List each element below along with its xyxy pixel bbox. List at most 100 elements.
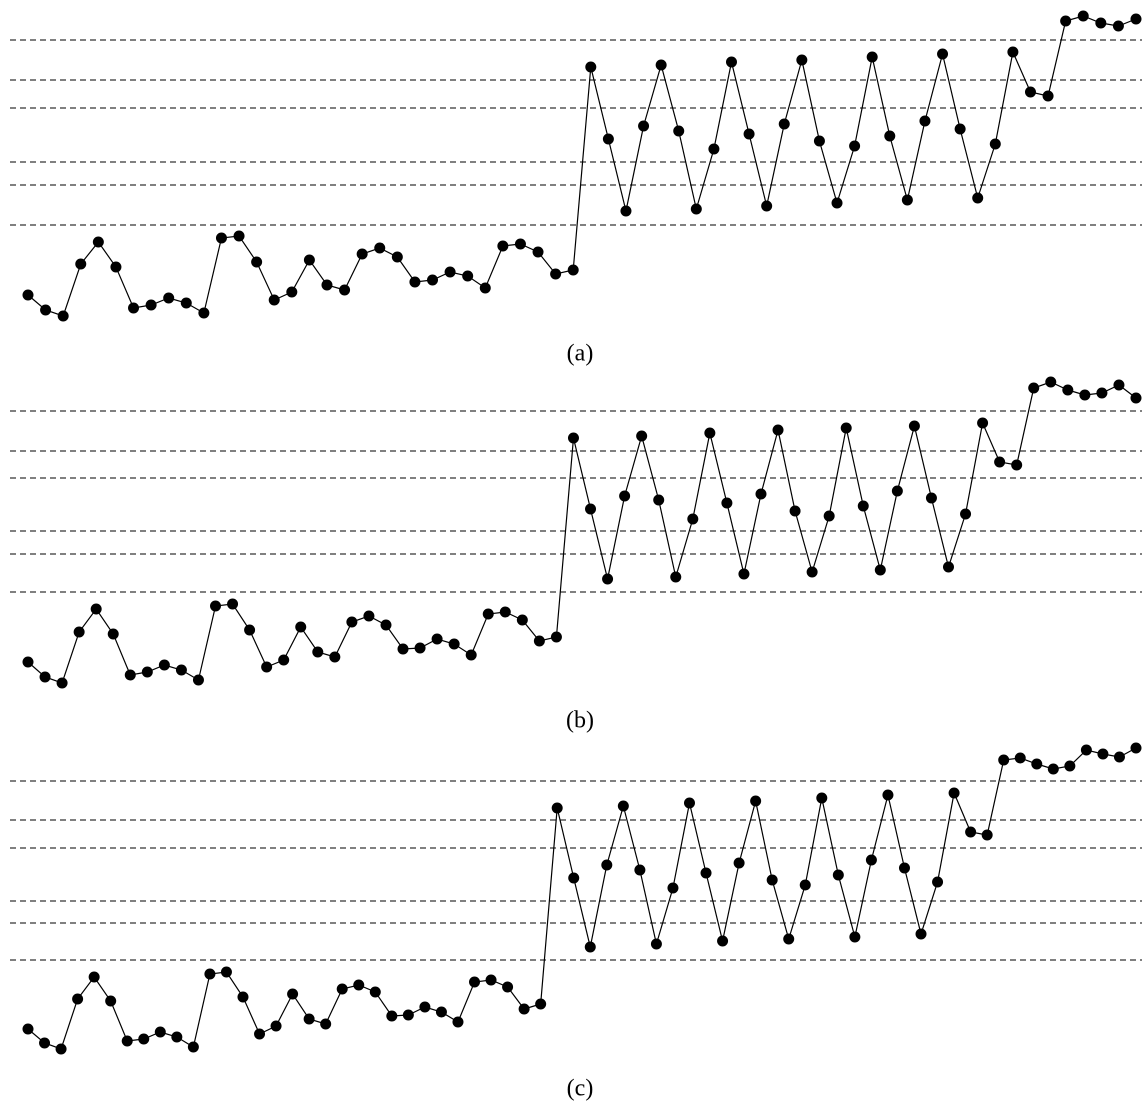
data-point	[414, 642, 426, 654]
data-point	[891, 485, 903, 497]
data-point	[251, 256, 263, 268]
data-point	[220, 966, 232, 978]
data-point	[796, 54, 808, 66]
data-point	[419, 1001, 431, 1013]
data-point	[1079, 389, 1091, 401]
data-point	[192, 674, 204, 686]
data-point	[1080, 744, 1092, 756]
data-point	[391, 251, 403, 263]
data-point	[261, 661, 273, 673]
data-point	[725, 56, 737, 68]
data-point	[942, 561, 954, 573]
data-point	[585, 61, 597, 73]
data-point	[270, 1020, 282, 1032]
data-point	[254, 1028, 266, 1040]
data-point	[799, 879, 811, 891]
data-point	[462, 270, 474, 282]
data-point	[617, 800, 629, 812]
data-point	[175, 664, 187, 676]
data-point	[138, 1033, 150, 1045]
data-point	[533, 635, 545, 647]
data-point	[215, 232, 227, 244]
data-point	[568, 872, 580, 884]
data-point	[567, 264, 579, 276]
data-point	[708, 143, 720, 155]
data-point	[915, 928, 927, 940]
data-point	[874, 564, 886, 576]
data-point	[831, 197, 843, 209]
data-point	[602, 573, 614, 585]
data-point	[989, 138, 1001, 150]
panel-label: (b)	[566, 708, 594, 734]
data-point	[840, 422, 852, 434]
data-point	[783, 933, 795, 945]
data-point	[105, 995, 117, 1007]
data-point	[1113, 751, 1125, 763]
data-point	[90, 603, 102, 615]
data-point	[667, 882, 679, 894]
data-point	[733, 857, 745, 869]
data-point	[39, 671, 51, 683]
data-point	[1028, 382, 1040, 394]
data-point	[233, 230, 245, 242]
data-point	[386, 1010, 398, 1022]
data-point	[755, 488, 767, 500]
data-point	[107, 628, 119, 640]
data-point	[369, 986, 381, 998]
data-point	[121, 1035, 133, 1047]
data-point	[128, 302, 140, 314]
data-point	[1031, 758, 1043, 770]
data-point	[550, 268, 562, 280]
data-point	[40, 304, 52, 316]
data-point	[619, 490, 631, 502]
data-point	[687, 513, 699, 525]
data-point	[409, 276, 421, 288]
data-point	[865, 854, 877, 866]
series-line	[27, 15, 1137, 317]
data-point	[497, 240, 509, 252]
data-point	[1007, 46, 1019, 58]
panel-label: (a)	[567, 341, 594, 367]
data-point	[180, 297, 192, 309]
data-point	[435, 1006, 447, 1018]
data-point	[650, 938, 662, 950]
data-point	[1095, 17, 1107, 29]
data-point	[766, 874, 778, 886]
data-point	[22, 1023, 34, 1035]
data-point	[469, 976, 481, 988]
data-point	[321, 279, 333, 291]
data-point	[994, 456, 1006, 468]
data-point	[813, 135, 825, 147]
data-point	[1042, 90, 1054, 102]
data-point	[329, 651, 341, 663]
data-point	[286, 286, 298, 298]
data-point	[823, 510, 835, 522]
data-point	[502, 981, 514, 993]
data-point	[857, 500, 869, 512]
data-point	[925, 492, 937, 504]
data-point	[977, 417, 989, 429]
data-point	[402, 1009, 414, 1021]
data-point	[634, 864, 646, 876]
data-point	[452, 1016, 464, 1028]
data-point	[431, 633, 443, 645]
data-point	[39, 1037, 51, 1049]
data-point	[683, 797, 695, 809]
data-point	[227, 598, 239, 610]
series-line	[27, 381, 1137, 684]
data-point	[158, 659, 170, 671]
data-point	[908, 420, 920, 432]
data-point	[1097, 748, 1109, 760]
data-point	[550, 631, 562, 643]
data-point	[1024, 86, 1036, 98]
data-point	[1113, 379, 1125, 391]
data-point	[198, 307, 210, 319]
data-point	[278, 654, 290, 666]
data-point	[832, 869, 844, 881]
data-point	[88, 971, 100, 983]
data-point	[655, 59, 667, 71]
data-point	[849, 140, 861, 152]
data-point	[75, 258, 87, 270]
data-point	[336, 983, 348, 995]
